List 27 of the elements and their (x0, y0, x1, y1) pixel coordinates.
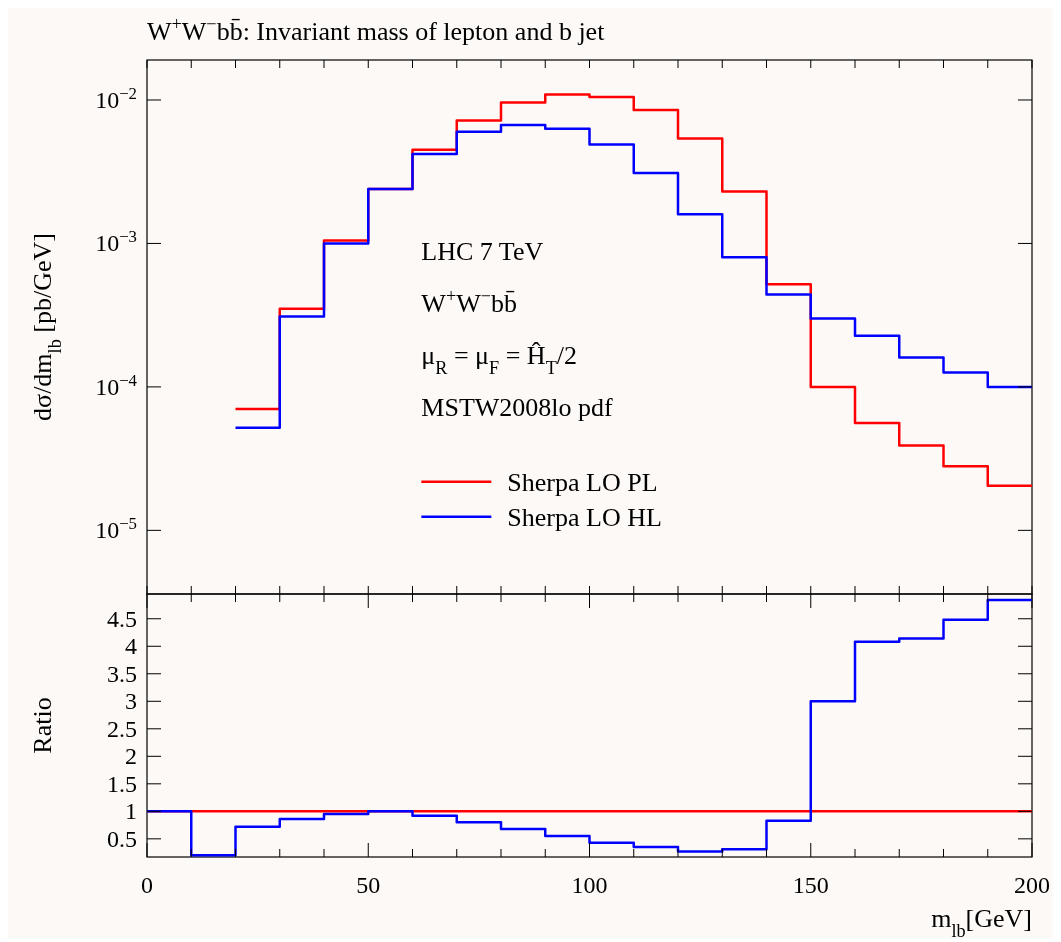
annotation: W$^{+}$W$^{−}$bb̄ (421, 286, 517, 318)
y-tick-label: 1 (125, 798, 137, 825)
y-tick-label: 0.5 (107, 825, 137, 852)
legend-label: Sherpa LO HL (507, 502, 662, 532)
y-tick-label: 4 (125, 633, 137, 660)
x-tick-label: 0 (141, 872, 153, 898)
annotation: μ$_{R}$ = μ$_{F}$ = Ĥ$_{T}$/2 (421, 341, 577, 378)
chart-title: W$^{+}$W$^{−}$bb̄: Invariant mass of lepton and b jet (147, 14, 606, 46)
y-tick-label: 10$^{−3}$ (95, 226, 137, 257)
y-tick-label: 10$^{−4}$ (95, 370, 138, 400)
x-axis-title: m$_{lb}$[GeV] (931, 904, 1032, 941)
legend-label: Sherpa LO PL (507, 467, 658, 497)
y-tick-label: 10$^{−2}$ (95, 83, 137, 113)
y-axis-title: Ratio (28, 697, 57, 754)
y-tick-label: 3.5 (107, 660, 137, 687)
annotation: MSTW2008lo pdf (421, 393, 614, 422)
annotation: LHC 7 TeV (421, 237, 544, 266)
y-tick-label: 3 (125, 688, 137, 715)
y-tick-label: 2.5 (107, 715, 137, 742)
y-tick-label: 4.5 (107, 605, 137, 632)
x-tick-label: 150 (792, 872, 829, 898)
x-tick-label: 100 (571, 872, 608, 898)
y-tick-label: 1.5 (107, 770, 137, 797)
x-tick-label: 50 (356, 872, 381, 898)
y-tick-label: 10$^{−5}$ (95, 513, 137, 544)
x-tick-label: 200 (1014, 872, 1050, 898)
y-tick-label: 2 (125, 743, 137, 770)
